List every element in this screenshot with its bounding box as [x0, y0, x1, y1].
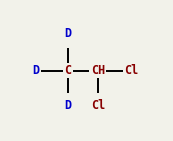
Text: Cl: Cl	[91, 99, 105, 112]
Text: Cl: Cl	[125, 64, 139, 77]
Text: CH: CH	[91, 64, 105, 77]
Text: D: D	[32, 64, 39, 77]
Text: C: C	[65, 64, 72, 77]
Text: D: D	[65, 99, 72, 112]
Text: D: D	[65, 27, 72, 40]
